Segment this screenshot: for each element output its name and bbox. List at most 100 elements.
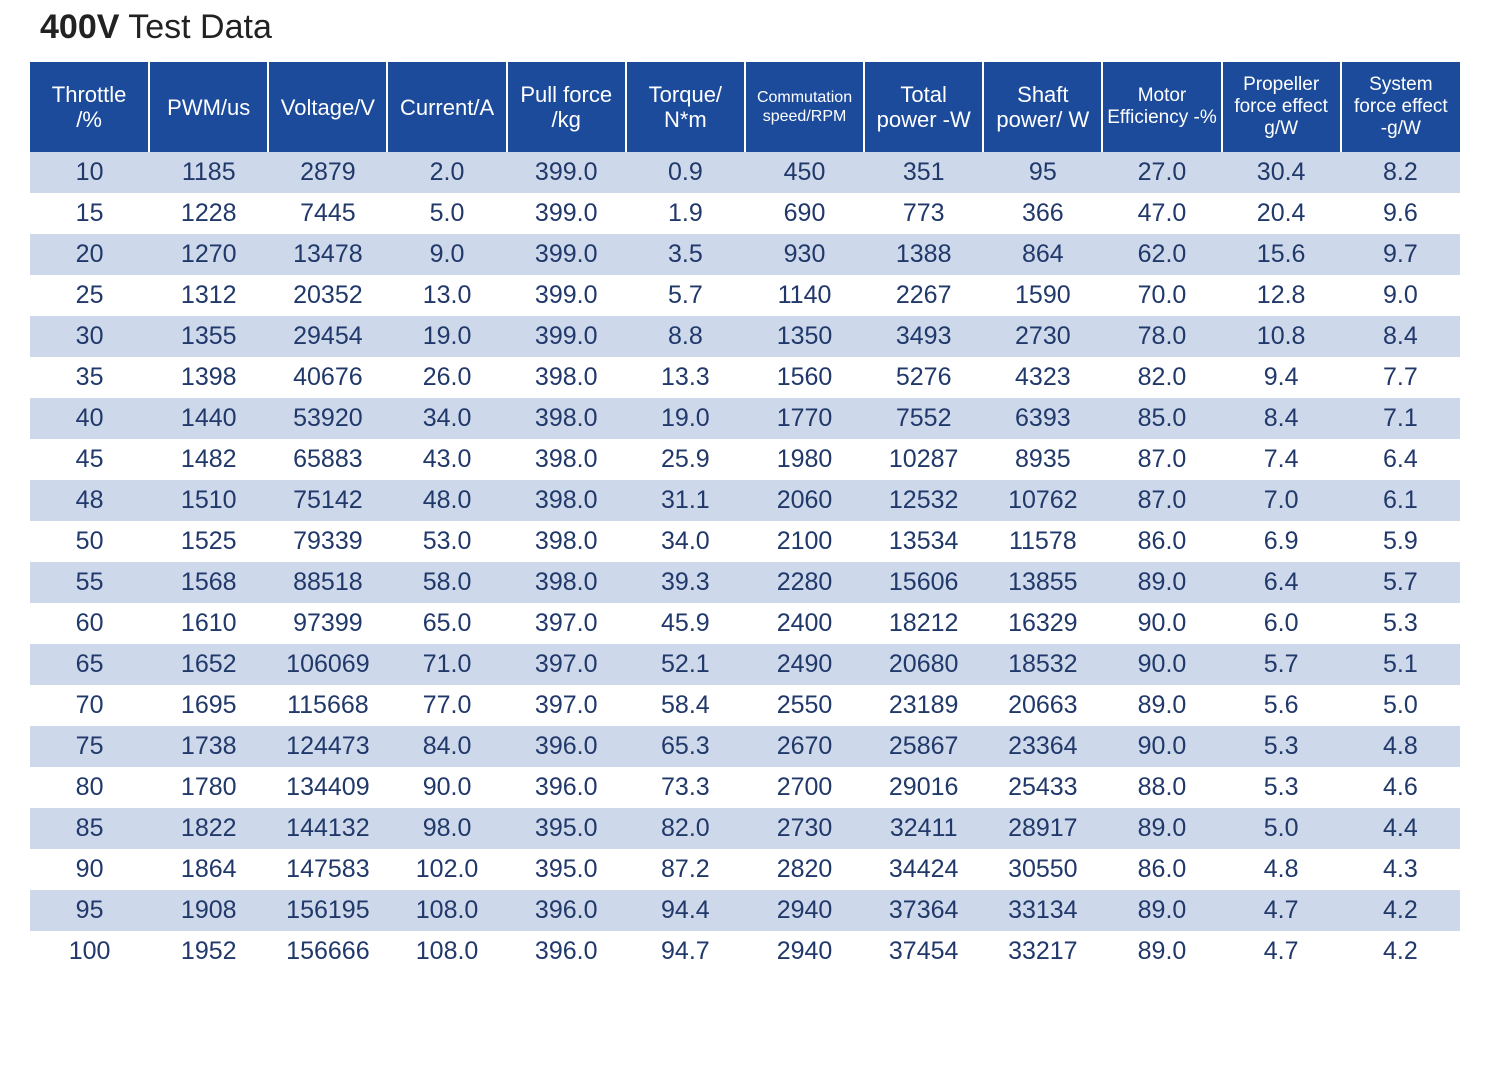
table-cell: 5.7 <box>1221 644 1341 685</box>
table-cell: 1.9 <box>625 193 745 234</box>
table-cell: 1510 <box>149 480 269 521</box>
table-cell: 60 <box>30 603 150 644</box>
table-cell: 86.0 <box>1102 849 1222 890</box>
table-cell: 19.0 <box>625 398 745 439</box>
table-row: 10 1185 2879 2.0 399.0 0.9 450 351 95 27.0 30.4 8.2 <box>30 152 1460 193</box>
table-cell: 18212 <box>864 603 984 644</box>
table-cell: 23189 <box>864 685 984 726</box>
table-cell: 7.4 <box>1221 439 1341 480</box>
table-cell: 2700 <box>744 767 865 808</box>
table-cell: 20 <box>30 234 150 275</box>
table-cell: 15 <box>30 193 150 234</box>
table-cell: 6.1 <box>1340 480 1460 521</box>
column-header-line1: PWM/us <box>167 94 251 120</box>
table-cell: 9.4 <box>1221 357 1341 398</box>
table-cell: 20663 <box>983 685 1103 726</box>
table-cell: 1560 <box>744 357 865 398</box>
column-header-line1: Shaft <box>1017 82 1069 107</box>
table-cell: 5276 <box>864 357 984 398</box>
table-cell: 2280 <box>744 562 865 603</box>
table-cell: 1568 <box>149 562 269 603</box>
header-row: Throttle/% PWM/us Voltage/V Current/A Pull f… <box>30 62 1460 152</box>
column-header-line3: g/W <box>1264 118 1299 139</box>
table-cell: 15.6 <box>1221 234 1341 275</box>
table-cell: 7.7 <box>1340 357 1460 398</box>
table-cell: 18532 <box>983 644 1103 685</box>
table-cell: 1908 <box>149 890 269 931</box>
table-cell: 10762 <box>983 480 1103 521</box>
table-cell: 1140 <box>744 275 865 316</box>
column-header-line3: -g/W <box>1380 118 1421 139</box>
table-cell: 31.1 <box>625 480 745 521</box>
table-cell: 88.0 <box>1102 767 1222 808</box>
table-cell: 90.0 <box>1102 644 1222 685</box>
table-cell: 34.0 <box>387 398 507 439</box>
table-row: 65 1652 106069 71.0 397.0 52.1 2490 20680 18532 9… <box>30 644 1460 685</box>
column-header: PWM/us <box>148 62 269 152</box>
table-cell: 82.0 <box>1102 357 1222 398</box>
column-header-line1: Pull force <box>520 82 613 107</box>
table-cell: 8.4 <box>1221 398 1341 439</box>
table-cell: 29454 <box>268 316 388 357</box>
table-cell: 70.0 <box>1102 275 1222 316</box>
table-cell: 1525 <box>149 521 269 562</box>
column-header-line1: Motor <box>1137 85 1187 106</box>
table-cell: 79339 <box>268 521 388 562</box>
table-cell: 9.7 <box>1340 234 1460 275</box>
column-header-line2: N*m <box>663 107 707 132</box>
table-cell: 62.0 <box>1102 234 1222 275</box>
column-header: Propeller force effect g/W <box>1220 62 1341 152</box>
table-cell: 90.0 <box>387 767 507 808</box>
title-voltage: 400V <box>40 8 120 46</box>
table-cell: 1185 <box>149 152 269 193</box>
table-cell: 1482 <box>149 439 269 480</box>
table-cell: 1270 <box>149 234 269 275</box>
table-cell: 65883 <box>268 439 388 480</box>
table-cell: 115668 <box>268 685 388 726</box>
table-cell: 75142 <box>268 480 388 521</box>
table-cell: 108.0 <box>387 890 507 931</box>
table-cell: 396.0 <box>506 890 626 931</box>
table-cell: 80 <box>30 767 150 808</box>
table-cell: 2550 <box>744 685 865 726</box>
table-cell: 29016 <box>864 767 984 808</box>
table-cell: 398.0 <box>506 562 626 603</box>
column-header: Current/A <box>386 62 507 152</box>
table-cell: 94.4 <box>625 890 745 931</box>
table-cell: 13.0 <box>387 275 507 316</box>
table-cell: 1355 <box>149 316 269 357</box>
table-cell: 2490 <box>744 644 865 685</box>
table-row: 45 1482 65883 43.0 398.0 25.9 1980 10287 8935 87.… <box>30 439 1460 480</box>
table-cell: 30 <box>30 316 150 357</box>
column-header: Commutation speed/RPM <box>743 62 865 152</box>
table-cell: 13534 <box>864 521 984 562</box>
table-cell: 52.1 <box>625 644 745 685</box>
table-cell: 397.0 <box>506 685 626 726</box>
table-cell: 397.0 <box>506 603 626 644</box>
table-cell: 9.0 <box>1340 275 1460 316</box>
table-cell: 32411 <box>864 808 984 849</box>
table-cell: 40676 <box>268 357 388 398</box>
table-cell: 147583 <box>268 849 388 890</box>
table-cell: 34424 <box>864 849 984 890</box>
table-cell: 395.0 <box>506 808 626 849</box>
table-cell: 10287 <box>864 439 984 480</box>
table-cell: 395.0 <box>506 849 626 890</box>
table-cell: 7445 <box>268 193 388 234</box>
table-cell: 1440 <box>149 398 269 439</box>
table-cell: 5.3 <box>1221 726 1341 767</box>
table-cell: 13478 <box>268 234 388 275</box>
table-cell: 1350 <box>744 316 865 357</box>
table-cell: 87.0 <box>1102 480 1222 521</box>
table-cell: 1388 <box>864 234 984 275</box>
table-cell: 2670 <box>744 726 865 767</box>
table-cell: 399.0 <box>506 316 626 357</box>
table-row: 55 1568 88518 58.0 398.0 39.3 2280 15606 13855 89… <box>30 562 1460 603</box>
column-header: System force effect -g/W <box>1339 62 1460 152</box>
table-cell: 399.0 <box>506 152 626 193</box>
table-row: 60 1610 97399 65.0 397.0 45.9 2400 18212 16329 90… <box>30 603 1460 644</box>
table-cell: 1398 <box>149 357 269 398</box>
table-cell: 89.0 <box>1102 685 1222 726</box>
table-cell: 7.0 <box>1221 480 1341 521</box>
table-cell: 11578 <box>983 521 1103 562</box>
